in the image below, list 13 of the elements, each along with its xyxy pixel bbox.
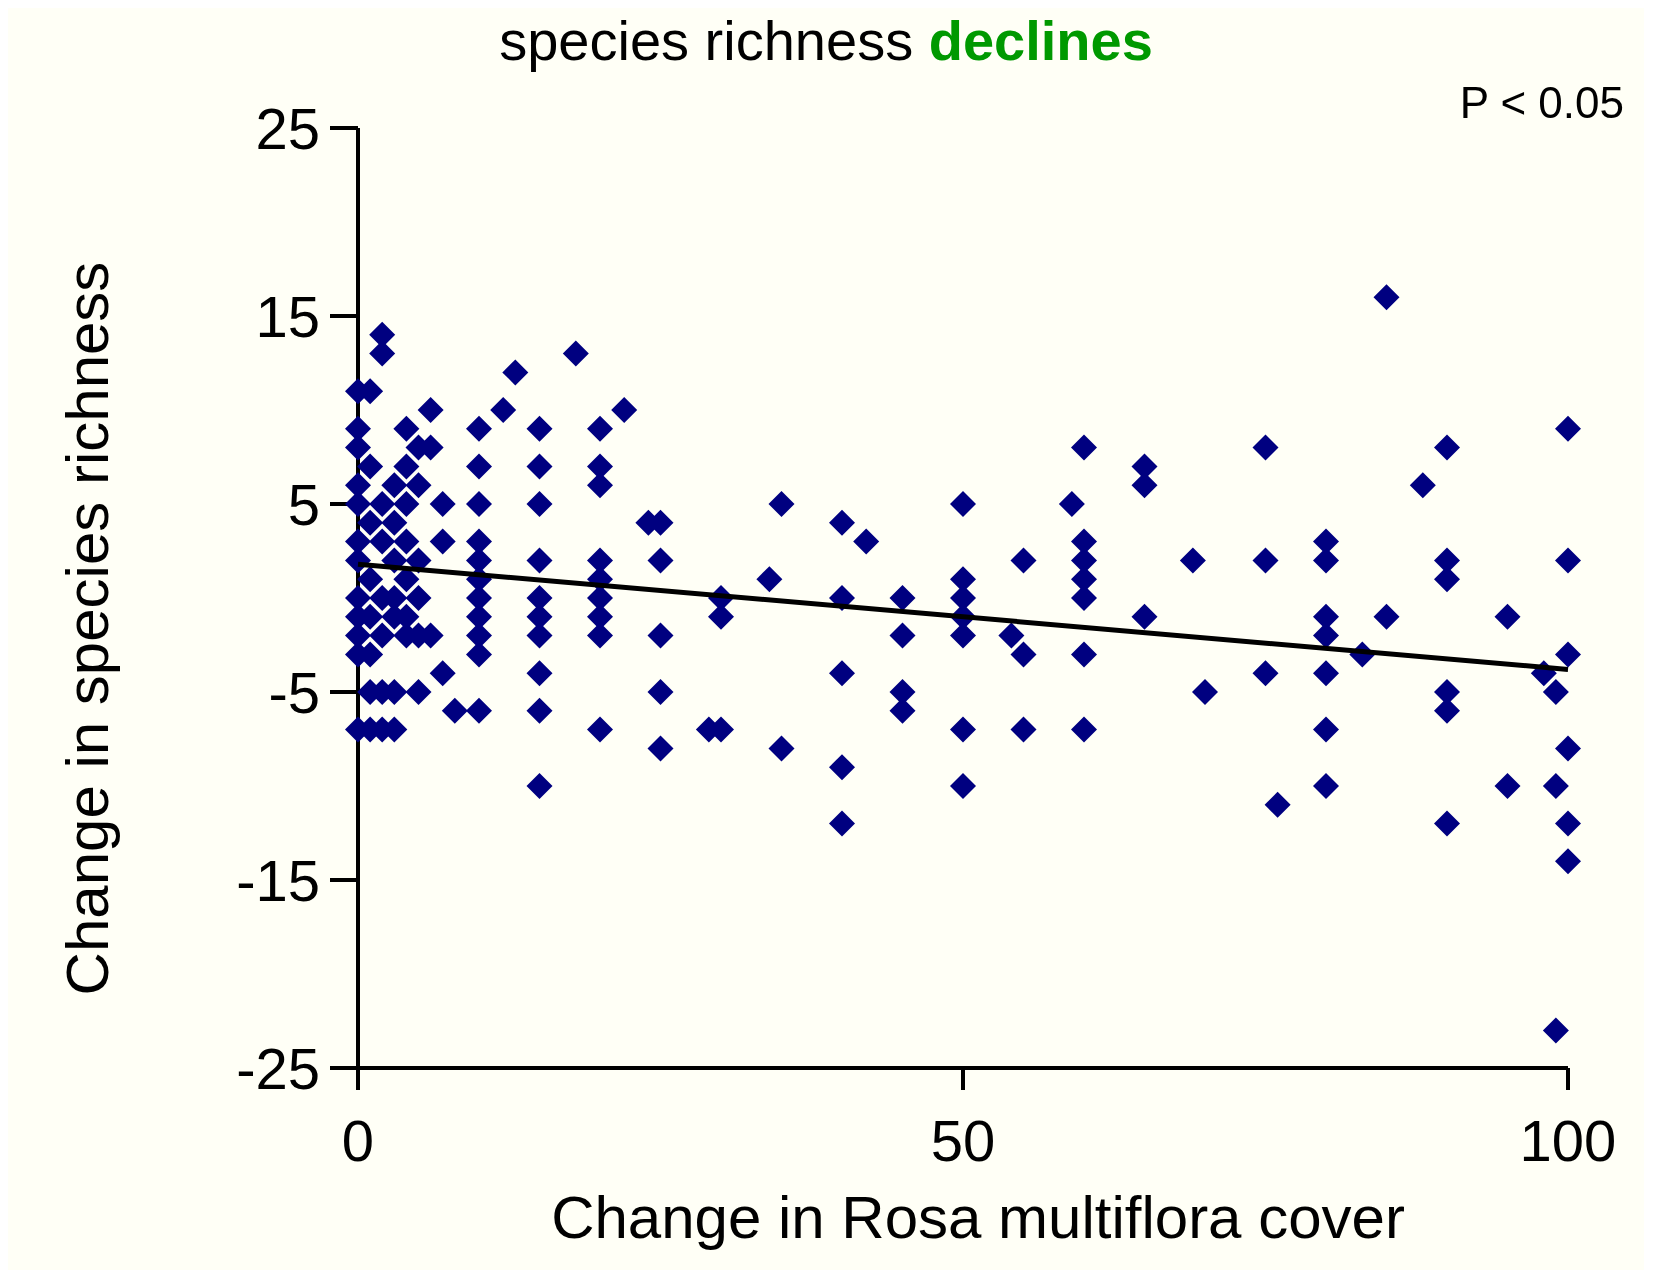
- x-tick-label: 50: [930, 1108, 996, 1174]
- y-tick-label: 15: [255, 283, 320, 349]
- y-axis-title: Change in species richness: [53, 261, 123, 995]
- y-tick-label: 5: [287, 471, 320, 537]
- y-tick-label: -25: [236, 1035, 320, 1101]
- y-tick-label: -5: [268, 659, 320, 725]
- x-axis-title: Change in Rosa multiflora cover: [550, 1183, 1406, 1252]
- x-tick-label: 0: [341, 1108, 375, 1174]
- text: P < 0.05: [1459, 78, 1624, 128]
- y-tick-label: 25: [255, 95, 320, 161]
- x-tick-label: 100: [1519, 1108, 1617, 1174]
- chart-title: species richness declines: [499, 9, 1153, 72]
- y-tick-label: -15: [236, 847, 320, 913]
